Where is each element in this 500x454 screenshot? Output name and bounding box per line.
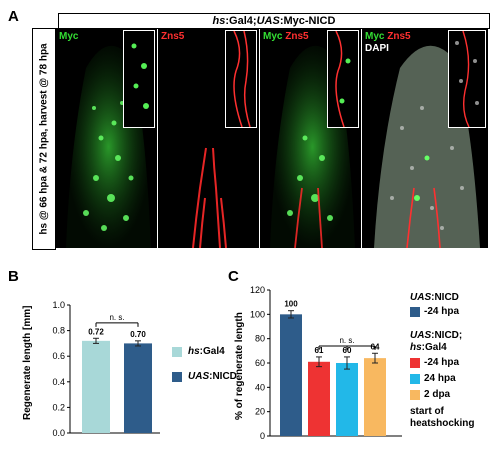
merge-inset [327,30,359,128]
dapi-label-red: Zns5 [387,31,411,42]
legend-c-swatch-3 [410,390,420,400]
legend-swatch-hsgal4 [172,347,182,357]
merge-label-red: Zns5 [285,31,309,42]
data-label: 61 [315,346,324,355]
header-part1: :Gal4; [225,15,257,27]
legend-swatch-uasnicd [172,372,182,382]
bar [308,361,330,436]
merge-label-green: Myc [263,31,283,42]
panel-a-label: A [8,8,19,25]
micrograph-myc: Myc [56,28,157,248]
legend-c-g1-rest: :NICD [431,292,459,303]
panel-b-label: B [8,268,19,285]
legend-c-swatch-1 [410,358,420,368]
zns5-inset [225,30,257,128]
legend-c-g2-italic: UAS [410,330,432,341]
data-label: 60 [343,346,352,355]
legend-c-group1-line2: -24 hpa [424,306,460,317]
y-tick-label: 120 [250,285,265,295]
legend-c-swatch-0 [410,307,420,317]
y-tick-label: 0.0 [52,428,65,438]
dapi-label: Myc Zns5 DAPI [365,31,411,55]
y-tick-label: 60 [255,358,265,368]
data-label: 100 [284,300,298,309]
legend-uasnicd-italic: UAS [188,371,210,382]
panel-b-ylabel: Regenerate length [mm] [22,305,33,420]
zns5-image [192,147,227,248]
legend-hsgal4-rest: :Gal4 [199,346,225,357]
bar [82,340,110,433]
bar [124,343,152,433]
dapi-label-green: Myc [365,31,385,42]
panel-a-side-label: hs @ 66 hpa & 72 hpa, harvest @ 78 hpa [32,28,56,250]
y-tick-label: 0.4 [52,377,65,387]
merge-label: Myc Zns5 [263,31,309,42]
myc-label: Myc [59,31,79,42]
legend-c-note-1: start of [410,406,444,417]
legend-c-swatch-2 [410,374,420,384]
header-italic2: UAS [256,15,280,27]
legend-c-note: start of heatshocking [410,406,474,430]
panel-c-label: C [228,268,239,285]
significance-label: n. s. [109,313,124,322]
legend-c-g2-italic2: hs [410,342,422,353]
micrograph-merge: Myc Zns5 [260,28,361,248]
y-tick-label: 0 [260,431,265,441]
y-tick-label: 0.8 [52,326,65,336]
legend-c-g1-italic: UAS [410,292,432,303]
micrograph-dapi: Myc Zns5 DAPI [362,28,488,248]
y-tick-label: 1.0 [52,300,65,310]
panel-b-chart: 0.0 0.2 0.4 0.6 0.8 1.0 0.72 0.70 n. s. [52,300,160,438]
y-tick-label: 0.2 [52,402,65,412]
legend-hsgal4: hs:Gal4 [188,346,225,357]
legend-c-g2-rest: :NICD; [431,330,463,341]
legend-c-item-2: 24 hpa [424,373,456,384]
panel-a-header: hs:Gal4;UAS:Myc-NICD [58,13,490,29]
y-tick-label: 0.6 [52,351,65,361]
data-label: 0.70 [130,330,146,339]
bar [280,314,302,436]
bar [336,363,358,436]
y-tick-label: 100 [250,309,265,319]
legend-uasnicd: UAS:NICD [188,371,237,382]
legend-c-item-1: -24 hpa [424,357,460,368]
legend-c-note-2: heatshocking [410,418,475,429]
header-italic: hs [212,15,226,27]
panel-c-ylabel: % of regenerate length [234,312,245,420]
y-tick-label: 80 [255,334,265,344]
legend-c-group2: UAS:NICD; hs:Gal4 [410,330,462,354]
legend-uasnicd-rest: :NICD [209,371,237,382]
legend-c-item-3: 2 dpa [424,389,451,400]
side-label-text: hs @ 66 hpa & 72 hpa, harvest @ 78 hpa [38,43,50,235]
y-tick-label: 40 [255,382,265,392]
legend-c-g2-rest2: :Gal4 [421,342,447,353]
bar [364,358,386,436]
micrograph-zns5: Zns5 [158,28,259,248]
legend-c-group1: UAS:NICD [410,292,459,304]
dapi-label-white: DAPI [365,43,389,54]
significance-label: n. s. [339,336,354,345]
dapi-inset [448,30,486,128]
data-label: 0.72 [88,327,104,336]
myc-inset [123,30,155,128]
legend-hsgal4-italic: hs [188,346,200,357]
y-tick-label: 20 [255,407,265,417]
header-part2: :Myc-NICD [279,15,336,27]
zns5-label: Zns5 [161,31,185,42]
